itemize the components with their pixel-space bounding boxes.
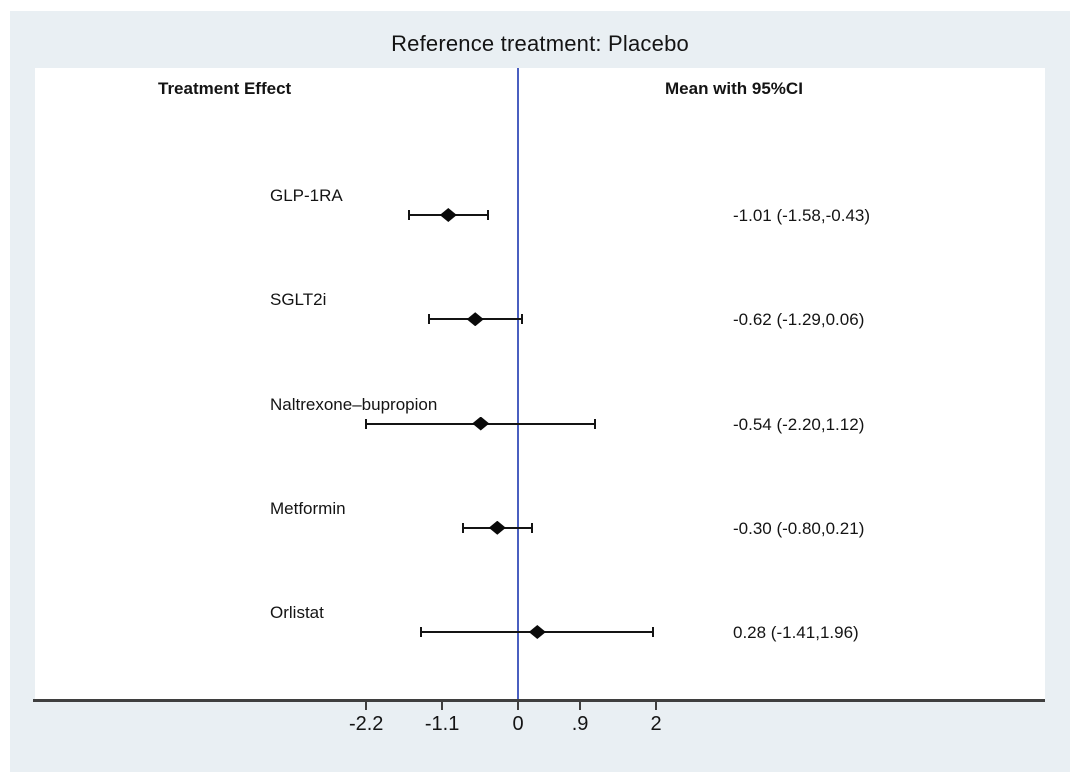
- mean-ci-value: -0.62 (-1.29,0.06): [733, 310, 865, 330]
- mean-diamond-marker: [472, 416, 490, 431]
- treatment-label: Orlistat: [270, 603, 324, 622]
- x-axis-tick-label: 2: [650, 713, 662, 735]
- treatment-label: Naltrexone–bupropion: [270, 394, 438, 414]
- mean-ci-value: -0.54 (-2.20,1.12): [733, 414, 865, 434]
- ci-cap: [461, 522, 464, 533]
- x-axis-tick-mark: [365, 702, 368, 710]
- x-axis-tick-label: -2.2: [348, 713, 384, 735]
- mean-ci-value: -1.01 (-1.58,-0.43): [733, 206, 871, 225]
- x-axis-tick-label: -1.1: [424, 713, 460, 735]
- ci-cap: [652, 627, 655, 637]
- column-header-mean-ci: Mean with 95%CI: [665, 79, 803, 98]
- ci-cap: [594, 418, 597, 429]
- ci-cap: [487, 210, 490, 220]
- mean-diamond-marker: [488, 520, 506, 535]
- treatment-label: SGLT2i: [270, 290, 327, 310]
- plot-panel: Treatment Effect Mean with 95%CI GLP-1RA…: [35, 68, 1045, 699]
- mean-diamond-marker: [439, 208, 457, 222]
- ci-cap: [419, 627, 422, 637]
- chart-title: Reference treatment: Placebo: [391, 31, 689, 56]
- x-axis-tick-label: .9: [571, 713, 589, 735]
- mean-diamond-marker: [528, 625, 546, 639]
- x-axis-tick-mark: [655, 702, 657, 710]
- ci-cap: [365, 418, 368, 429]
- ci-cap: [521, 314, 524, 325]
- x-axis-tick-label: 0: [512, 713, 524, 735]
- x-axis-tick-mark: [517, 702, 519, 710]
- mean-ci-value: -0.30 (-0.80,0.21): [733, 518, 865, 538]
- treatment-label: Metformin: [270, 498, 346, 518]
- x-axis-tick-mark: [579, 702, 582, 710]
- ci-cap: [407, 210, 410, 220]
- mean-ci-value: 0.28 (-1.41,1.96): [733, 623, 859, 642]
- column-header-treatment-effect: Treatment Effect: [158, 79, 292, 98]
- x-axis-tick-mark: [441, 702, 444, 710]
- treatment-label: GLP-1RA: [270, 186, 343, 205]
- ci-cap: [531, 522, 534, 533]
- reference-line: [517, 68, 519, 699]
- ci-cap: [427, 314, 430, 325]
- mean-diamond-marker: [466, 312, 484, 327]
- x-axis-line: [33, 699, 1045, 702]
